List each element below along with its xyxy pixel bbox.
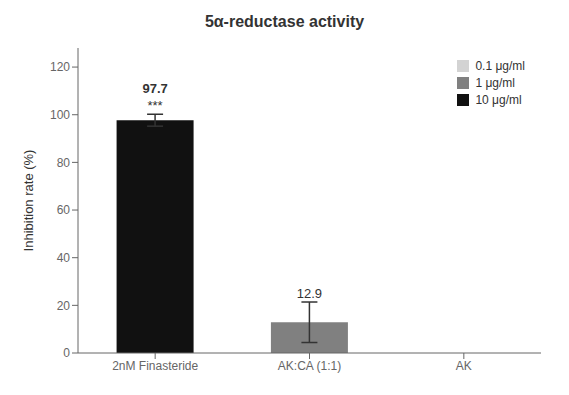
svg-text:100: 100 — [50, 108, 70, 122]
svg-text:Inhibition rate (%): Inhibition rate (%) — [21, 150, 36, 252]
svg-text:2nM Finasteride: 2nM Finasteride — [112, 359, 198, 373]
svg-text:***: *** — [147, 98, 162, 113]
svg-text:120: 120 — [50, 60, 70, 74]
svg-text:12.9: 12.9 — [297, 286, 322, 301]
svg-text:40: 40 — [57, 251, 71, 265]
svg-text:60: 60 — [57, 203, 71, 217]
svg-text:80: 80 — [57, 156, 71, 170]
svg-text:AK: AK — [456, 359, 472, 373]
html-text:5α-reductase activity: 5α-reductase activity — [204, 13, 365, 30]
html-text:10 μg/ml: 10 μg/ml — [475, 93, 522, 107]
svg-text:97.7: 97.7 — [142, 81, 167, 96]
svg-text:0: 0 — [63, 346, 70, 360]
html-text:0.1 μg/ml: 0.1 μg/ml — [475, 59, 525, 73]
svg-text:AK:CA (1:1): AK:CA (1:1) — [278, 359, 341, 373]
svg-text:20: 20 — [57, 299, 71, 313]
html-text:1 μg/ml: 1 μg/ml — [475, 76, 515, 90]
